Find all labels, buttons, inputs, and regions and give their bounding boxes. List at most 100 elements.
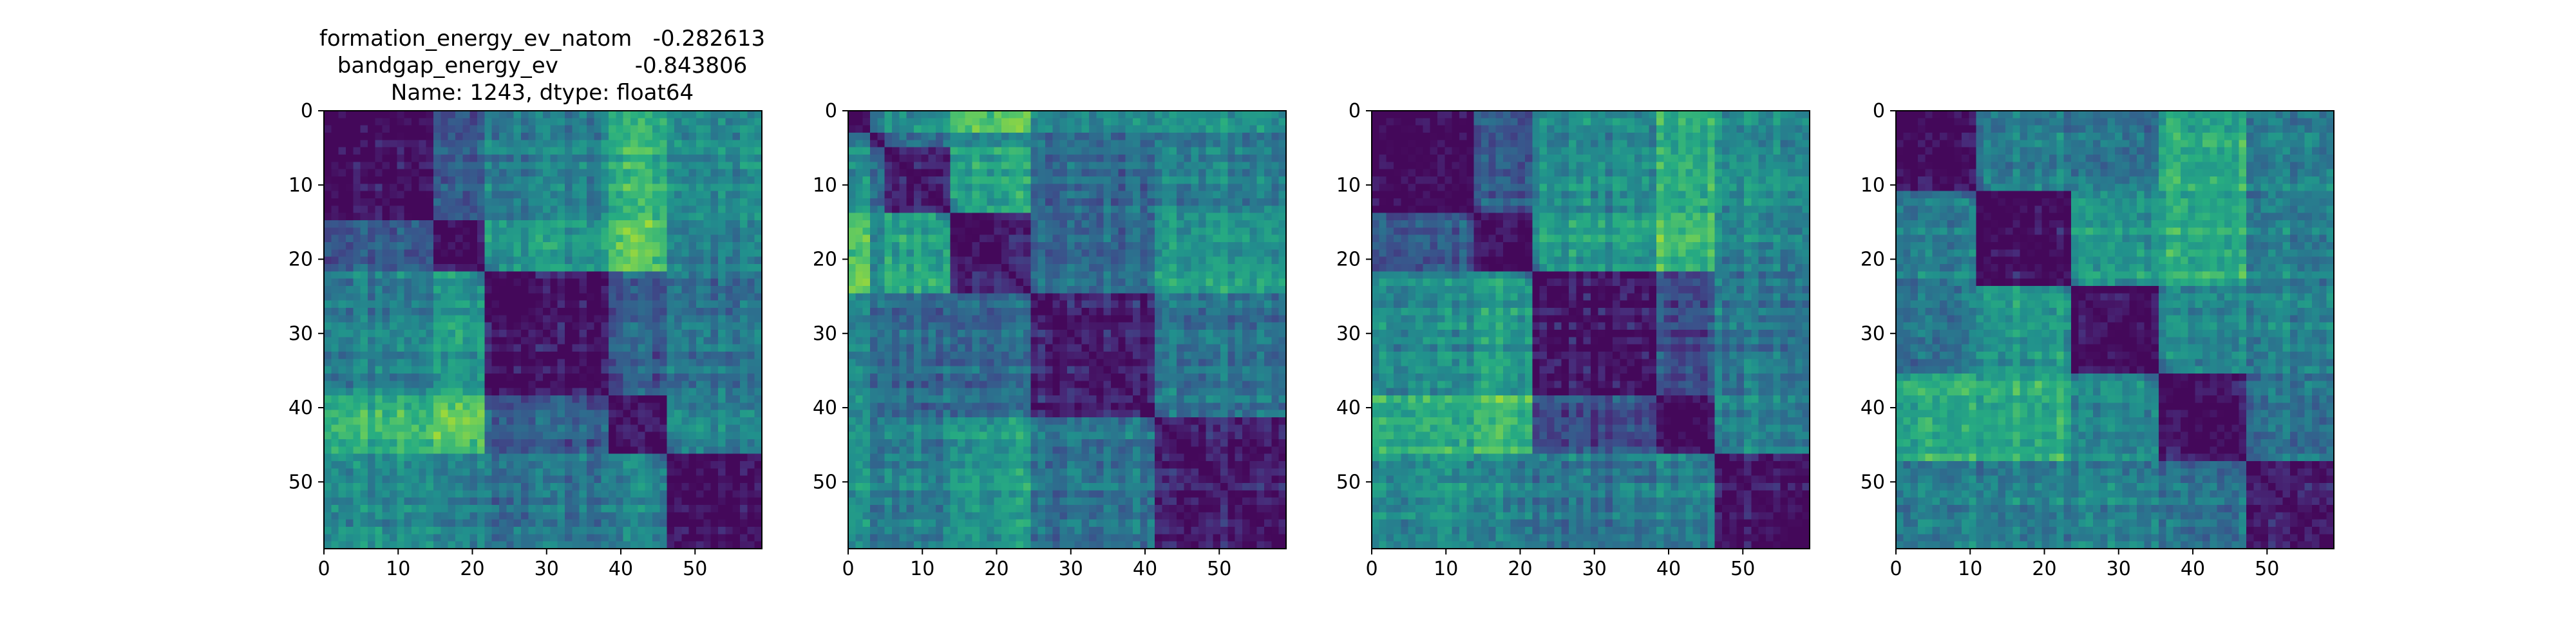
heatmap-cell [587, 446, 594, 455]
heatmap-cell [696, 453, 704, 462]
heatmap-cell [404, 227, 412, 236]
heatmap-cell [623, 359, 631, 367]
heatmap-cell [506, 140, 515, 148]
heatmap-cell [331, 381, 339, 389]
heatmap-cell [324, 431, 332, 440]
heatmap-cell [1125, 184, 1133, 192]
heatmap-cell [1074, 162, 1083, 170]
heatmap-cell [994, 125, 1002, 133]
heatmap-cell [1235, 249, 1243, 258]
heatmap-cell [513, 111, 522, 118]
heatmap-cell [484, 176, 493, 184]
heatmap-cell [324, 395, 332, 403]
heatmap-cell [397, 446, 405, 455]
heatmap-cell [1206, 213, 1214, 221]
heatmap-cell [397, 395, 405, 403]
heatmap-cell [469, 446, 478, 455]
heatmap-cell [477, 162, 485, 170]
heatmap-cell [674, 490, 682, 498]
heatmap-cell [1118, 169, 1126, 177]
heatmap-cell [375, 242, 383, 250]
heatmap-cell [440, 176, 449, 184]
heatmap-cell [710, 337, 719, 345]
heatmap-cell [528, 497, 536, 506]
heatmap-cell [681, 344, 690, 352]
heatmap-cell [397, 184, 405, 192]
heatmap-cell [1140, 111, 1148, 118]
heatmap-cell [448, 490, 456, 498]
heatmap-cell [725, 162, 734, 170]
heatmap-cell [338, 242, 346, 250]
heatmap-cell [521, 242, 529, 250]
heatmap-cell [1235, 264, 1243, 272]
heatmap-cell [1249, 140, 1258, 148]
heatmap-cell [448, 374, 456, 381]
heatmap-cell [892, 155, 900, 162]
heatmap-cell [652, 242, 660, 250]
heatmap-cell [528, 359, 536, 367]
heatmap-cell [703, 344, 712, 352]
heatmap-cell [1103, 155, 1112, 162]
heatmap-cell [623, 490, 631, 498]
heatmap-cell [324, 256, 332, 265]
heatmap-cell [462, 424, 471, 433]
heatmap-cell [972, 125, 980, 133]
heatmap-cell [506, 337, 515, 345]
heatmap-cell [732, 541, 741, 549]
heatmap-cell [1059, 147, 1068, 155]
heatmap-cell [513, 213, 522, 221]
heatmap-cell [688, 453, 697, 462]
heatmap-cell [601, 388, 609, 396]
heatmap-cell [594, 213, 602, 221]
heatmap-cell [499, 359, 507, 367]
heatmap-cell [623, 162, 631, 170]
heatmap-cell [718, 278, 726, 287]
heatmap-cell [397, 468, 405, 477]
heatmap-cell [681, 198, 690, 206]
heatmap-cell [1278, 169, 1287, 177]
heatmap-cell [1001, 155, 1009, 162]
heatmap-cell [404, 381, 412, 389]
heatmap-cell [1249, 256, 1258, 265]
heatmap-cell [448, 541, 456, 549]
heatmap-cell [331, 191, 339, 199]
heatmap-cell [936, 184, 943, 192]
heatmap-cell [426, 220, 434, 228]
heatmap-cell [732, 366, 741, 374]
heatmap-cell [630, 191, 638, 199]
heatmap-cell [587, 293, 594, 301]
heatmap-cell [448, 352, 456, 359]
heatmap-cell [630, 388, 638, 396]
heatmap-cell [696, 330, 704, 337]
heatmap-cell [1052, 256, 1061, 265]
heatmap-cell [506, 431, 515, 440]
heatmap-cell [448, 264, 456, 272]
heatmap-cell [535, 483, 544, 491]
heatmap-cell [513, 264, 522, 272]
heatmap-cell [1125, 249, 1133, 258]
heatmap-cell [390, 410, 397, 418]
heatmap-cell [426, 176, 434, 184]
heatmap-cell [382, 213, 390, 221]
heatmap-cell [1155, 271, 1162, 279]
heatmap-cell [521, 176, 529, 184]
heatmap-cell [455, 191, 463, 199]
heatmap-cell [404, 184, 412, 192]
heatmap-cell [616, 512, 624, 520]
heatmap-cell [877, 111, 886, 118]
heatmap-cell [1059, 227, 1068, 236]
heatmap-cell [535, 505, 544, 513]
heatmap-cell [375, 446, 383, 455]
heatmap-cell [455, 330, 463, 337]
heatmap-cell [1235, 191, 1243, 199]
heatmap-cell [338, 125, 346, 133]
heatmap-cell [1023, 264, 1031, 272]
heatmap-cell [1118, 220, 1126, 228]
heatmap-cell [667, 242, 675, 250]
heatmap-cell [1177, 249, 1184, 258]
heatmap-cell [477, 330, 485, 337]
heatmap-cell [732, 490, 741, 498]
heatmap-cell [616, 220, 624, 228]
heatmap-cell [609, 205, 616, 214]
heatmap-cell [674, 293, 682, 301]
